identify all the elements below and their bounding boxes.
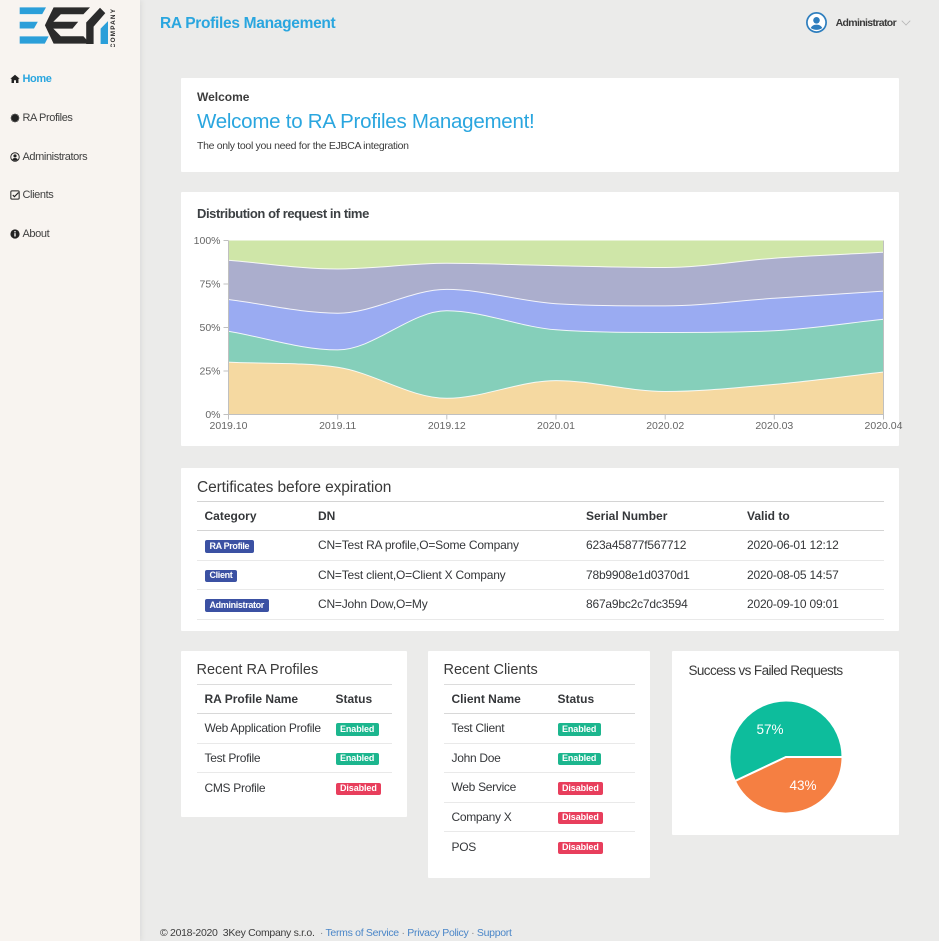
svg-text:COMPANY: COMPANY <box>110 8 117 47</box>
